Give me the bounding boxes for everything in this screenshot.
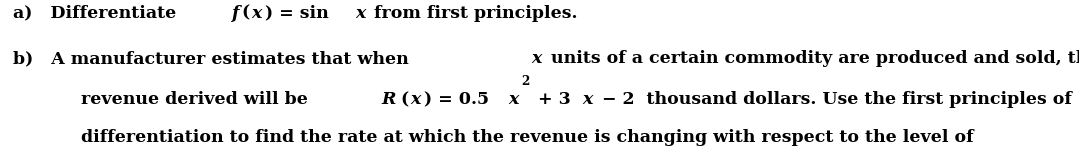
Text: x: x	[508, 91, 519, 108]
Text: R: R	[381, 91, 396, 108]
Text: − 2  thousand dollars. Use the first principles of: − 2 thousand dollars. Use the first prin…	[596, 91, 1071, 108]
Text: x: x	[355, 5, 366, 22]
Text: x: x	[411, 91, 421, 108]
Text: ) = 0.5: ) = 0.5	[424, 91, 489, 108]
Text: (: (	[241, 5, 249, 22]
Text: (: (	[400, 91, 408, 108]
Text: revenue derived will be: revenue derived will be	[81, 91, 314, 108]
Text: x: x	[583, 91, 592, 108]
Text: differentiation to find the rate at which the revenue is changing with respect t: differentiation to find the rate at whic…	[81, 129, 973, 146]
Text: a)   Differentiate: a) Differentiate	[13, 5, 182, 22]
Text: x: x	[531, 50, 542, 67]
Text: f: f	[231, 5, 238, 22]
Text: 2: 2	[521, 75, 530, 88]
Text: units of a certain commodity are produced and sold, the: units of a certain commodity are produce…	[545, 50, 1079, 67]
Text: b)   A manufacturer estimates that when: b) A manufacturer estimates that when	[13, 50, 414, 67]
Text: ) = sin: ) = sin	[265, 5, 334, 22]
Text: from first principles.: from first principles.	[368, 5, 578, 22]
Text: + 3: + 3	[532, 91, 571, 108]
Text: x: x	[251, 5, 262, 22]
